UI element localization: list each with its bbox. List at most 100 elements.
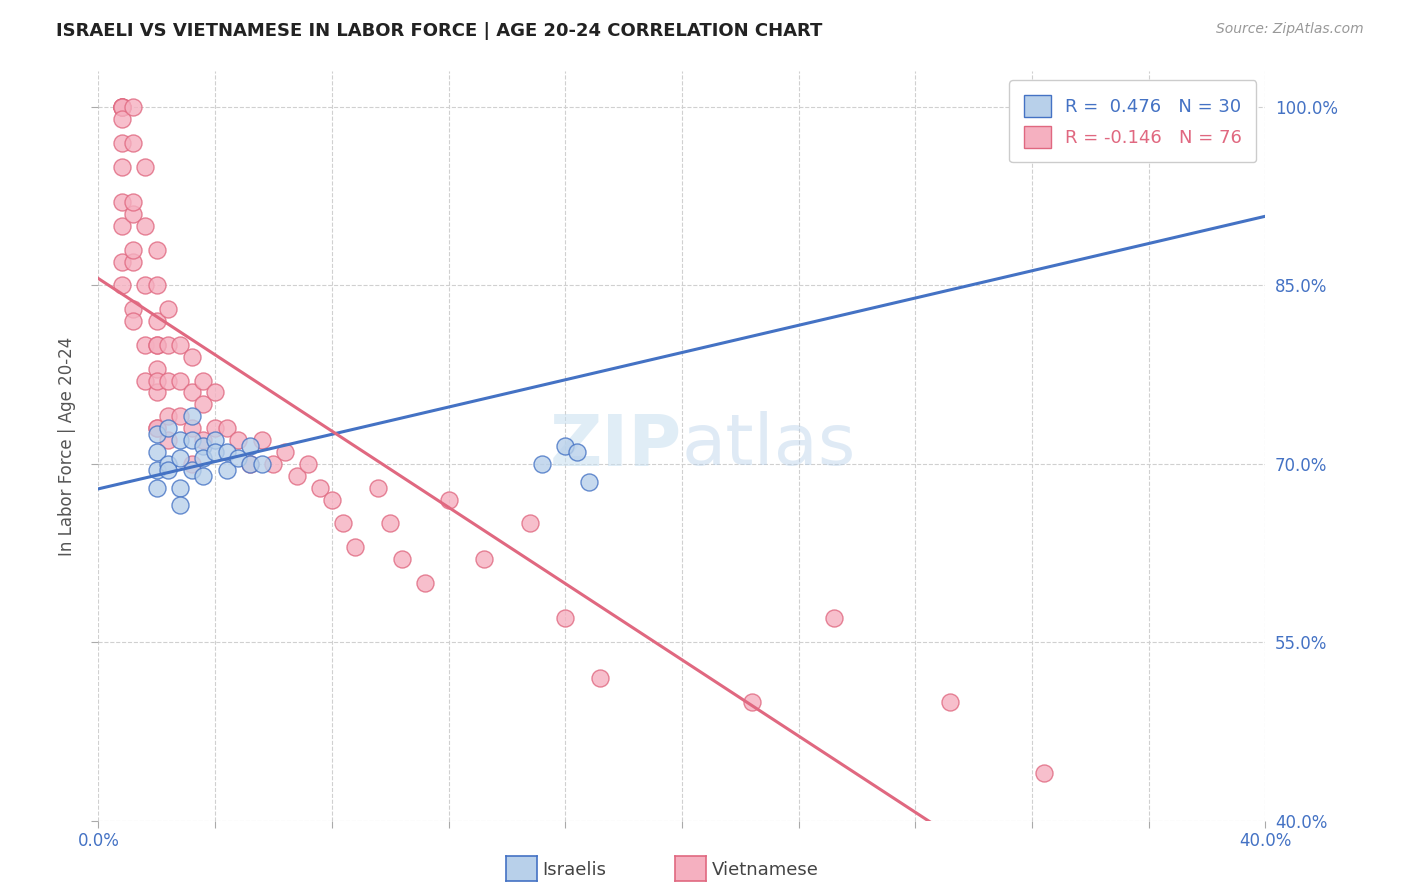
Point — [741, 695, 763, 709]
Text: Israelis: Israelis — [543, 861, 607, 879]
Point — [321, 492, 343, 507]
Point — [122, 254, 145, 268]
Point — [122, 136, 145, 150]
Point — [939, 695, 962, 709]
Point — [204, 385, 226, 400]
Point — [180, 350, 202, 364]
Y-axis label: In Labor Force | Age 20-24: In Labor Force | Age 20-24 — [58, 336, 76, 556]
Point — [169, 338, 191, 352]
Point — [146, 243, 169, 257]
Point — [589, 671, 612, 685]
Point — [193, 397, 215, 411]
Point — [111, 219, 134, 233]
Point — [530, 457, 553, 471]
Point — [146, 427, 169, 442]
Point — [111, 254, 134, 268]
Point — [169, 374, 191, 388]
Point — [134, 338, 156, 352]
Point — [250, 457, 273, 471]
Point — [111, 100, 134, 114]
Point — [146, 463, 169, 477]
Point — [180, 457, 202, 471]
Point — [146, 374, 169, 388]
Point — [823, 611, 845, 625]
Point — [146, 445, 169, 459]
Point — [169, 409, 191, 424]
Point — [111, 278, 134, 293]
Point — [239, 439, 262, 453]
Point — [285, 468, 308, 483]
Point — [193, 468, 215, 483]
Point — [180, 463, 202, 477]
Point — [378, 516, 402, 531]
Point — [262, 457, 284, 471]
Point — [180, 421, 202, 435]
Point — [250, 433, 273, 447]
Point — [169, 481, 191, 495]
Point — [146, 421, 169, 435]
Point — [111, 100, 134, 114]
Point — [519, 516, 541, 531]
Text: atlas: atlas — [682, 411, 856, 481]
Point — [134, 278, 156, 293]
Point — [111, 100, 134, 114]
Point — [413, 575, 436, 590]
Point — [157, 421, 180, 435]
Point — [193, 433, 215, 447]
Point — [122, 302, 145, 317]
Point — [122, 100, 145, 114]
Point — [111, 112, 134, 126]
Point — [472, 552, 495, 566]
Point — [169, 499, 191, 513]
Text: ISRAELI VS VIETNAMESE IN LABOR FORCE | AGE 20-24 CORRELATION CHART: ISRAELI VS VIETNAMESE IN LABOR FORCE | A… — [56, 22, 823, 40]
Point — [169, 450, 191, 465]
Point — [146, 361, 169, 376]
Point — [180, 433, 202, 447]
Point — [367, 481, 389, 495]
Point — [193, 439, 215, 453]
Legend: R =  0.476   N = 30, R = -0.146   N = 76: R = 0.476 N = 30, R = -0.146 N = 76 — [1010, 80, 1257, 162]
Text: Vietnamese: Vietnamese — [711, 861, 818, 879]
Point — [157, 433, 180, 447]
Point — [157, 338, 180, 352]
Point — [157, 457, 180, 471]
Point — [1032, 766, 1054, 780]
Point — [228, 433, 250, 447]
Point — [344, 540, 367, 554]
Point — [297, 457, 319, 471]
Point — [204, 421, 226, 435]
Point — [111, 195, 134, 210]
Point — [111, 100, 134, 114]
Point — [146, 421, 169, 435]
Point — [122, 195, 145, 210]
Text: Source: ZipAtlas.com: Source: ZipAtlas.com — [1216, 22, 1364, 37]
Point — [180, 409, 202, 424]
Point — [180, 385, 202, 400]
Point — [215, 463, 238, 477]
Point — [134, 160, 156, 174]
Point — [146, 278, 169, 293]
Point — [134, 219, 156, 233]
Point — [122, 314, 145, 328]
Point — [146, 385, 169, 400]
Point — [215, 445, 238, 459]
Point — [193, 450, 215, 465]
Point — [204, 445, 226, 459]
Point — [239, 457, 262, 471]
Point — [146, 481, 169, 495]
Point — [215, 421, 238, 435]
Point — [146, 338, 169, 352]
Point — [146, 338, 169, 352]
Point — [228, 450, 250, 465]
Point — [111, 160, 134, 174]
Point — [157, 374, 180, 388]
Point — [111, 136, 134, 150]
Point — [1173, 100, 1195, 114]
Point — [122, 207, 145, 221]
Point — [309, 481, 332, 495]
Point — [565, 445, 588, 459]
Point — [122, 243, 145, 257]
Point — [204, 433, 226, 447]
Point — [239, 457, 262, 471]
Point — [134, 374, 156, 388]
